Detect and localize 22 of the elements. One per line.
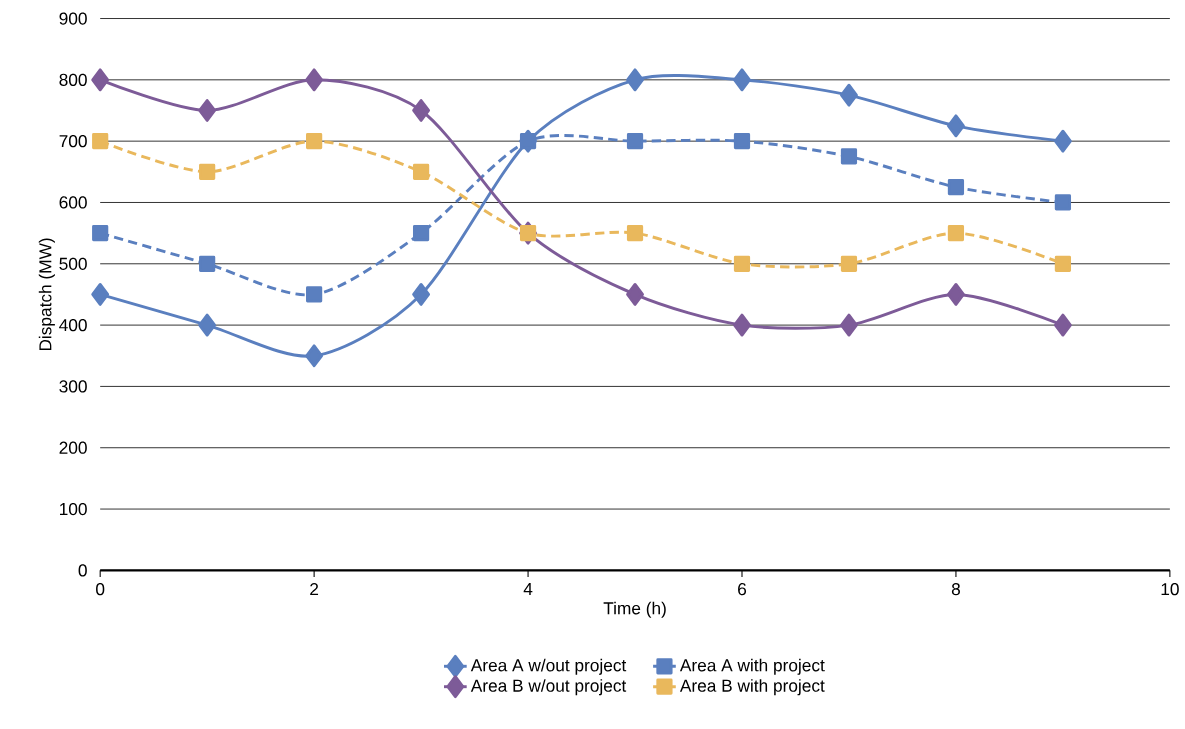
x-tick-label: 6 [738,582,747,596]
x-tick-label: 2 [310,582,319,596]
y-tick-label: 700 [59,134,87,148]
x-axis-title: Time (h) [603,601,666,618]
y-axis-title: Dispatch (MW) [38,238,55,351]
legend-label: Area A with project [679,658,825,675]
y-tick-label: 0 [78,564,87,577]
x-tick-label: 8 [951,582,960,596]
x-tick-label: 10 [1161,582,1179,596]
y-tick-label: 200 [59,441,87,454]
x-tick-label: 4 [523,582,533,595]
legend-label: Area A w/out project [470,658,627,675]
y-tick-label: 500 [59,257,87,270]
x-tick-label: 0 [96,582,105,596]
y-tick-label: 800 [59,73,87,86]
y-tick-label: 300 [59,380,87,393]
legend-label: Area B with project [679,679,825,696]
y-tick-label: 400 [59,318,87,332]
y-tick-label: 100 [60,502,87,516]
legend-label: Area B w/out project [470,679,627,696]
y-tick-label: 600 [59,196,87,209]
y-tick-label: 900 [59,12,87,25]
